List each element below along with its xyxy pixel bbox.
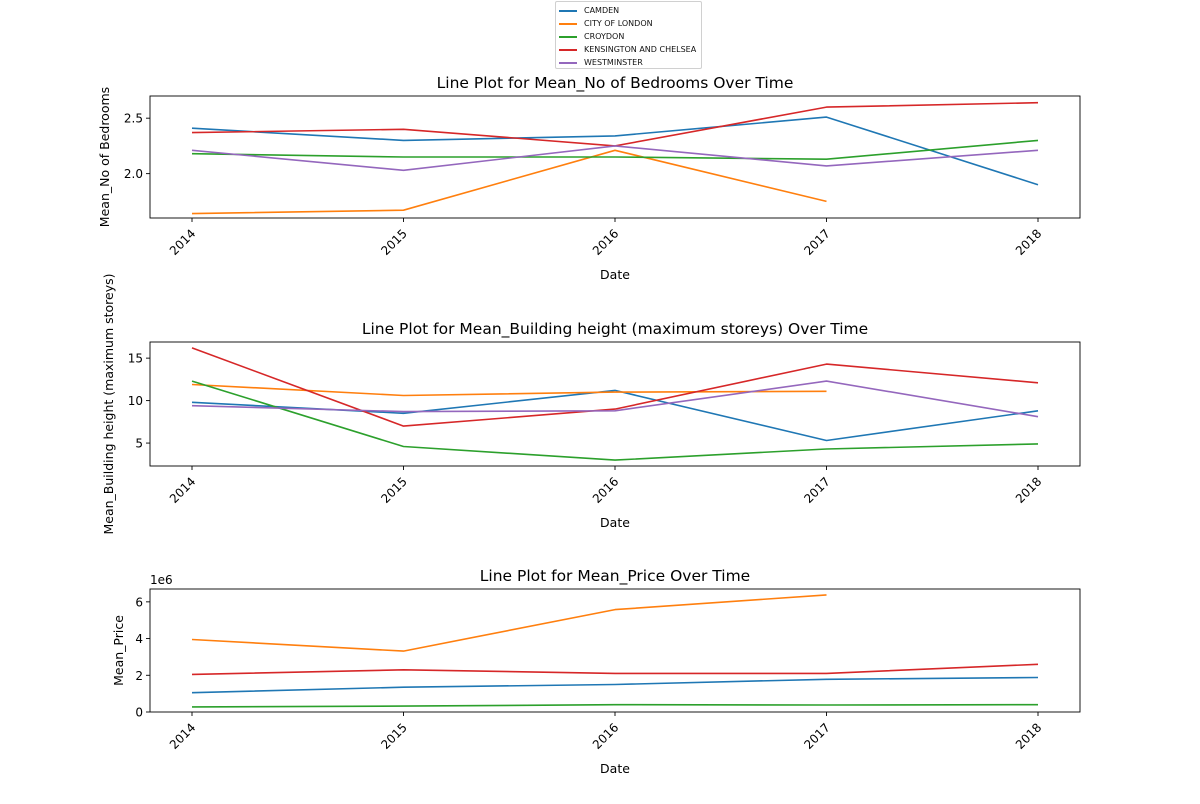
axes-frame-chart-2 [149,341,1081,467]
series-line-camden-chart-2 [191,389,1039,442]
y-tick-label-0-chart-3: 0 [135,706,143,720]
y-tick-label-2-0-chart-1: 2.0 [124,167,143,181]
x-tick-label-2015-chart-1: 2015 [378,226,409,257]
legend-swatch-kensington-and-chelsea [559,49,577,51]
y-tick-label-10-chart-2: 10 [128,394,143,408]
legend-entry-city-of-london: CITY OF LONDON [559,17,701,29]
x-tick-label-2018-chart-3: 2018 [1013,720,1044,751]
axes-frame-chart-3 [149,588,1081,713]
legend-label-croydon: CROYDON [584,32,625,41]
y-tick-label-2-5-chart-1: 2.5 [124,112,143,126]
x-tick-label-2018-chart-2: 2018 [1013,474,1044,505]
chart-title-2: Line Plot for Mean_Building height (maxi… [362,320,868,339]
x-axis-label-chart-2: Date [600,515,630,530]
series-line-kensington-and-chelsea-chart-1 [191,101,1039,147]
legend-label-kensington-and-chelsea: KENSINGTON AND CHELSEA [584,45,697,54]
legend-label-westminster: WESTMINSTER [584,58,643,67]
x-axis-label-chart-3: Date [600,761,630,776]
y-axis-label-chart-1: Mean_No of Bedrooms [97,87,112,227]
x-tick-label-2014-chart-3: 2014 [167,720,198,751]
y-tick-label-2-chart-3: 2 [135,669,143,683]
y-tick-label-15-chart-2: 15 [128,352,143,366]
x-tick-label-2014-chart-2: 2014 [167,474,198,505]
y-tick-label-4-chart-3: 4 [135,632,143,646]
x-tick-label-2016-chart-3: 2016 [590,720,621,751]
x-tick-label-2015-chart-3: 2015 [378,720,409,751]
x-tick-label-2015-chart-2: 2015 [378,474,409,505]
legend-label-camden: CAMDEN [584,6,620,15]
chart-title-3: Line Plot for Mean_Price Over Time [480,567,750,586]
x-axis-label-chart-1: Date [600,267,630,282]
series-line-kensington-and-chelsea-chart-3 [191,663,1039,676]
series-line-camden-chart-3 [191,676,1039,694]
legend-swatch-westminster [559,62,577,64]
x-tick-label-2017-chart-3: 2017 [801,720,832,751]
series-line-city-of-london-chart-1 [191,149,827,215]
series-line-kensington-and-chelsea-chart-2 [191,347,1039,427]
legend-swatch-camden [559,10,577,12]
series-line-croydon-chart-1 [191,139,1039,160]
series-line-croydon-chart-3 [191,703,1039,708]
legend-label-city-of-london: CITY OF LONDON [584,19,653,28]
series-line-city-of-london-chart-3 [191,594,827,652]
legend-entry-croydon: CROYDON [559,30,701,42]
x-tick-label-2016-chart-2: 2016 [590,474,621,505]
series-line-westminster-chart-2 [191,380,1039,418]
legend-swatch-city-of-london [559,23,577,25]
x-tick-label-2014-chart-1: 2014 [167,226,198,257]
chart-title-1: Line Plot for Mean_No of Bedrooms Over T… [437,74,794,93]
y-tick-label-5-chart-2: 5 [135,437,143,451]
legend-entry-westminster: WESTMINSTER [559,56,701,68]
legend-entry-camden: CAMDEN [559,4,701,16]
series-line-westminster-chart-1 [191,145,1039,172]
x-tick-label-2016-chart-1: 2016 [590,226,621,257]
series-line-camden-chart-1 [191,116,1039,186]
series-line-croydon-chart-2 [191,380,1039,461]
y-offset-label-chart-3: 1e6 [150,573,173,587]
legend-entry-kensington-and-chelsea: KENSINGTON AND CHELSEA [559,43,701,55]
y-tick-label-6-chart-3: 6 [135,595,143,609]
x-tick-label-2017-chart-2: 2017 [801,474,832,505]
y-axis-label-chart-3: Mean_Price [111,615,126,686]
x-tick-label-2017-chart-1: 2017 [801,226,832,257]
y-axis-label-chart-2: Mean_Building height (maximum storeys) [101,273,116,534]
legend: CAMDEN CITY OF LONDON CROYDON KENSINGTON… [555,1,702,69]
series-line-city-of-london-chart-2 [191,383,827,397]
x-tick-label-2018-chart-1: 2018 [1013,226,1044,257]
legend-swatch-croydon [559,36,577,38]
